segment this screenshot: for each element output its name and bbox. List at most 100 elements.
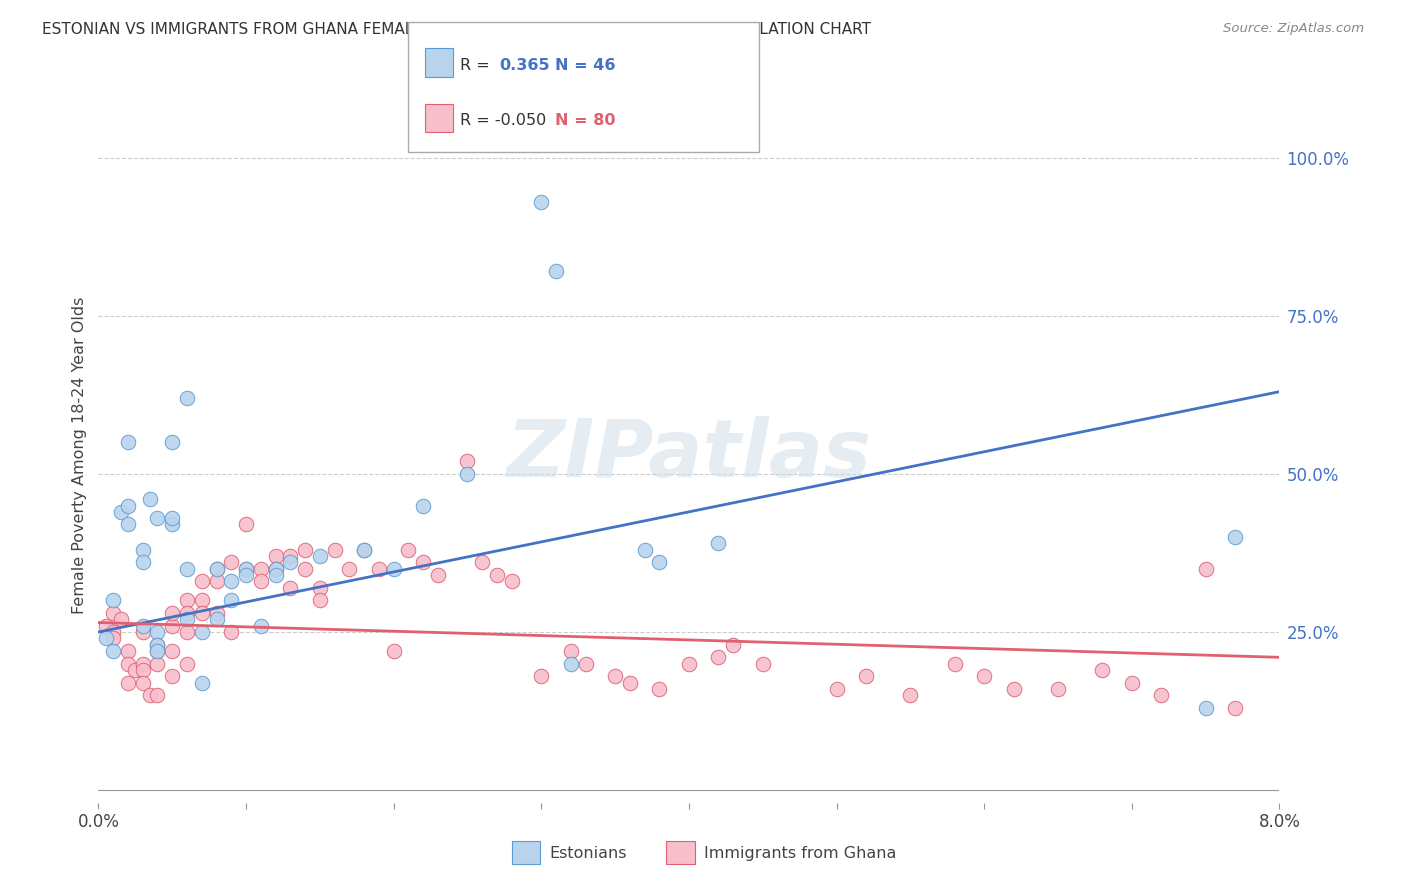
Text: N = 46: N = 46 xyxy=(555,58,616,73)
Point xyxy=(485,568,508,582)
Point xyxy=(110,505,132,519)
Point xyxy=(323,542,346,557)
Point xyxy=(721,638,744,652)
Point xyxy=(648,681,671,696)
Point xyxy=(117,499,139,513)
Point xyxy=(132,663,155,677)
Point xyxy=(103,625,125,640)
Point xyxy=(1223,530,1246,544)
Point xyxy=(471,556,494,570)
Point xyxy=(678,657,700,671)
Point xyxy=(560,644,582,658)
Point xyxy=(560,657,582,671)
Point xyxy=(278,581,302,595)
Point xyxy=(278,549,302,563)
Point xyxy=(900,688,922,702)
Point xyxy=(132,618,155,632)
Point xyxy=(707,650,730,665)
Point xyxy=(176,612,198,626)
Text: ZIPatlas: ZIPatlas xyxy=(506,416,872,494)
Point xyxy=(146,644,169,658)
Point xyxy=(825,681,848,696)
Point xyxy=(176,625,198,640)
Point xyxy=(162,644,183,658)
Point xyxy=(264,568,287,582)
Point xyxy=(530,669,553,683)
Point xyxy=(162,618,183,632)
Point xyxy=(412,499,434,513)
Point xyxy=(353,542,375,557)
Point xyxy=(103,632,125,646)
Point xyxy=(396,542,419,557)
Point xyxy=(110,612,132,626)
Point xyxy=(943,657,966,671)
Point xyxy=(117,517,139,532)
Point xyxy=(162,669,183,683)
Point xyxy=(205,574,228,589)
Point xyxy=(235,517,257,532)
Point xyxy=(132,556,155,570)
Point xyxy=(278,556,302,570)
Point xyxy=(382,644,405,658)
Point xyxy=(103,606,125,620)
Point xyxy=(412,556,434,570)
Point xyxy=(382,562,405,576)
Point xyxy=(308,549,332,563)
Point xyxy=(574,657,596,671)
Point xyxy=(250,562,273,576)
Point xyxy=(751,657,773,671)
Point xyxy=(132,625,155,640)
Point xyxy=(530,194,553,209)
Point xyxy=(146,657,169,671)
Point xyxy=(1223,701,1246,715)
Text: R = -0.050: R = -0.050 xyxy=(460,113,546,128)
Point xyxy=(367,562,389,576)
Point xyxy=(117,435,139,450)
Point xyxy=(219,556,242,570)
Point xyxy=(146,511,169,525)
Point xyxy=(648,556,671,570)
Point xyxy=(162,517,183,532)
Point xyxy=(219,625,242,640)
Point xyxy=(633,542,655,557)
Point xyxy=(235,562,257,576)
Point xyxy=(456,454,478,468)
Point xyxy=(103,593,125,607)
Point xyxy=(353,542,375,557)
Point xyxy=(162,606,183,620)
Point xyxy=(308,593,332,607)
Point xyxy=(205,562,228,576)
Point xyxy=(132,675,155,690)
Point xyxy=(191,593,214,607)
Point xyxy=(1194,562,1216,576)
Point xyxy=(146,688,169,702)
Point xyxy=(501,574,523,589)
Point xyxy=(1046,681,1069,696)
Point xyxy=(176,593,198,607)
Point xyxy=(294,562,316,576)
Point xyxy=(337,562,360,576)
Point xyxy=(205,606,228,620)
Point xyxy=(294,542,316,557)
Point xyxy=(605,669,627,683)
Point xyxy=(235,568,257,582)
Point xyxy=(1002,681,1025,696)
Point xyxy=(546,264,568,278)
Point xyxy=(308,581,332,595)
Point xyxy=(146,625,169,640)
Point xyxy=(219,574,242,589)
Point xyxy=(191,606,214,620)
Point xyxy=(456,467,478,481)
Point xyxy=(139,492,162,507)
Point xyxy=(1150,688,1173,702)
Point xyxy=(219,593,242,607)
Point xyxy=(176,391,198,405)
Text: N = 80: N = 80 xyxy=(555,113,616,128)
Point xyxy=(264,549,287,563)
Point xyxy=(176,562,198,576)
Point xyxy=(1194,701,1216,715)
Point xyxy=(162,435,183,450)
Point xyxy=(250,618,273,632)
Point xyxy=(1121,675,1143,690)
Text: ESTONIAN VS IMMIGRANTS FROM GHANA FEMALE POVERTY AMONG 18-24 YEAR OLDS CORRELATI: ESTONIAN VS IMMIGRANTS FROM GHANA FEMALE… xyxy=(42,22,872,37)
